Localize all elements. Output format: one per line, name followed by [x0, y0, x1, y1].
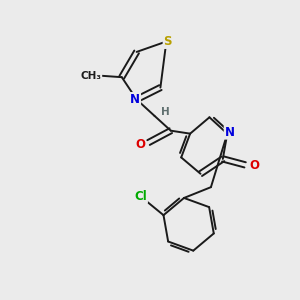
Text: S: S [164, 35, 172, 48]
Text: H: H [161, 107, 170, 117]
Text: O: O [249, 159, 259, 172]
Text: CH₃: CH₃ [80, 71, 101, 81]
Text: O: O [135, 138, 145, 152]
Text: N: N [130, 93, 140, 106]
Text: N: N [225, 126, 235, 139]
Text: Cl: Cl [134, 190, 147, 203]
